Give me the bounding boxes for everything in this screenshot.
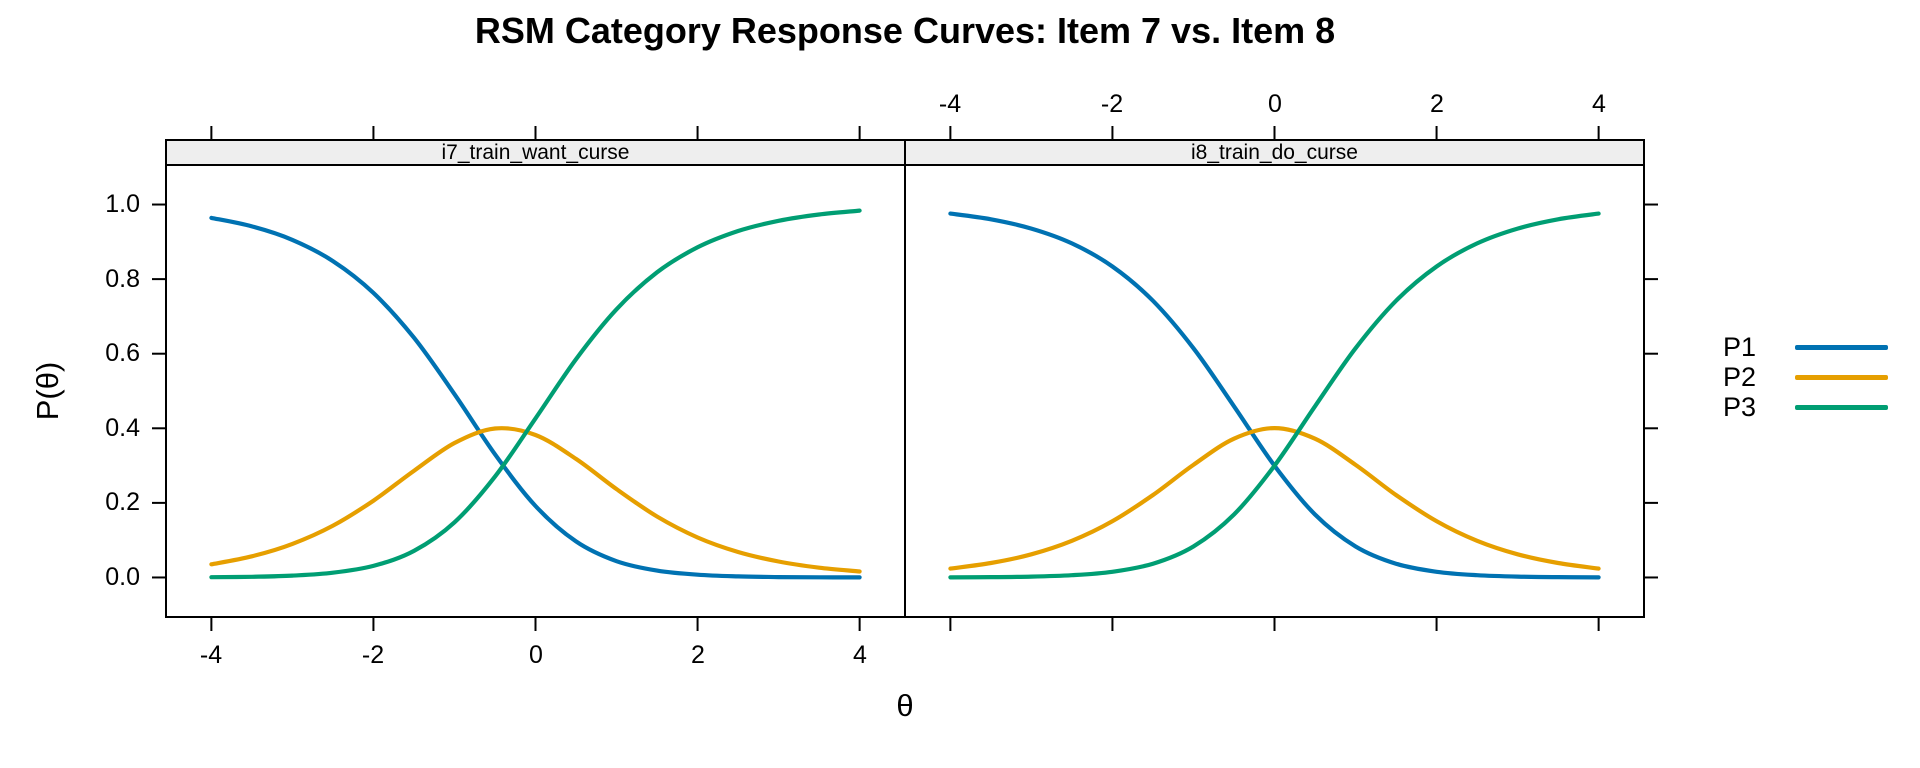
legend-item-p2: P2 bbox=[1723, 362, 1888, 392]
x-tick-label-bottom: -4 bbox=[199, 641, 223, 669]
y-tick-label: 0.2 bbox=[105, 488, 140, 516]
y-axis-label: P(θ) bbox=[30, 361, 65, 421]
legend-item-p1: P1 bbox=[1723, 332, 1888, 362]
legend-line-p1-icon bbox=[1795, 344, 1888, 350]
y-tick-label: 0.6 bbox=[105, 339, 140, 367]
legend-label-p2: P2 bbox=[1723, 361, 1757, 392]
y-tick-label: 0.8 bbox=[105, 265, 140, 293]
y-tick-label: 0.4 bbox=[105, 414, 140, 442]
legend-item-p3: P3 bbox=[1723, 392, 1888, 422]
x-tick-label-bottom: -2 bbox=[361, 641, 385, 669]
legend-label-p1: P1 bbox=[1723, 331, 1757, 362]
legend: P1 P2 P3 bbox=[1723, 332, 1888, 422]
x-tick-label-top: 4 bbox=[1592, 90, 1606, 118]
x-tick-label-bottom: 4 bbox=[853, 641, 867, 669]
panel-strip-label-item8: i8_train_do_curse bbox=[1191, 141, 1358, 164]
x-tick-label-top: 2 bbox=[1430, 90, 1444, 118]
y-tick-label: 1.0 bbox=[105, 190, 140, 218]
y-tick-label: 0.0 bbox=[105, 563, 140, 591]
x-tick-label-top: -4 bbox=[938, 90, 962, 118]
x-axis-label: θ bbox=[896, 688, 914, 723]
x-tick-label-top: -2 bbox=[1100, 90, 1124, 118]
x-tick-label-bottom: 0 bbox=[529, 641, 543, 669]
legend-line-p3-icon bbox=[1795, 404, 1888, 410]
legend-line-p2-icon bbox=[1795, 374, 1888, 380]
legend-label-p3: P3 bbox=[1723, 391, 1757, 422]
x-tick-label-top: 0 bbox=[1268, 90, 1282, 118]
panel-strip-label-item7: i7_train_want_curse bbox=[441, 141, 630, 164]
x-tick-label-bottom: 2 bbox=[691, 641, 705, 669]
chart-title: RSM Category Response Curves: Item 7 vs.… bbox=[474, 10, 1336, 51]
